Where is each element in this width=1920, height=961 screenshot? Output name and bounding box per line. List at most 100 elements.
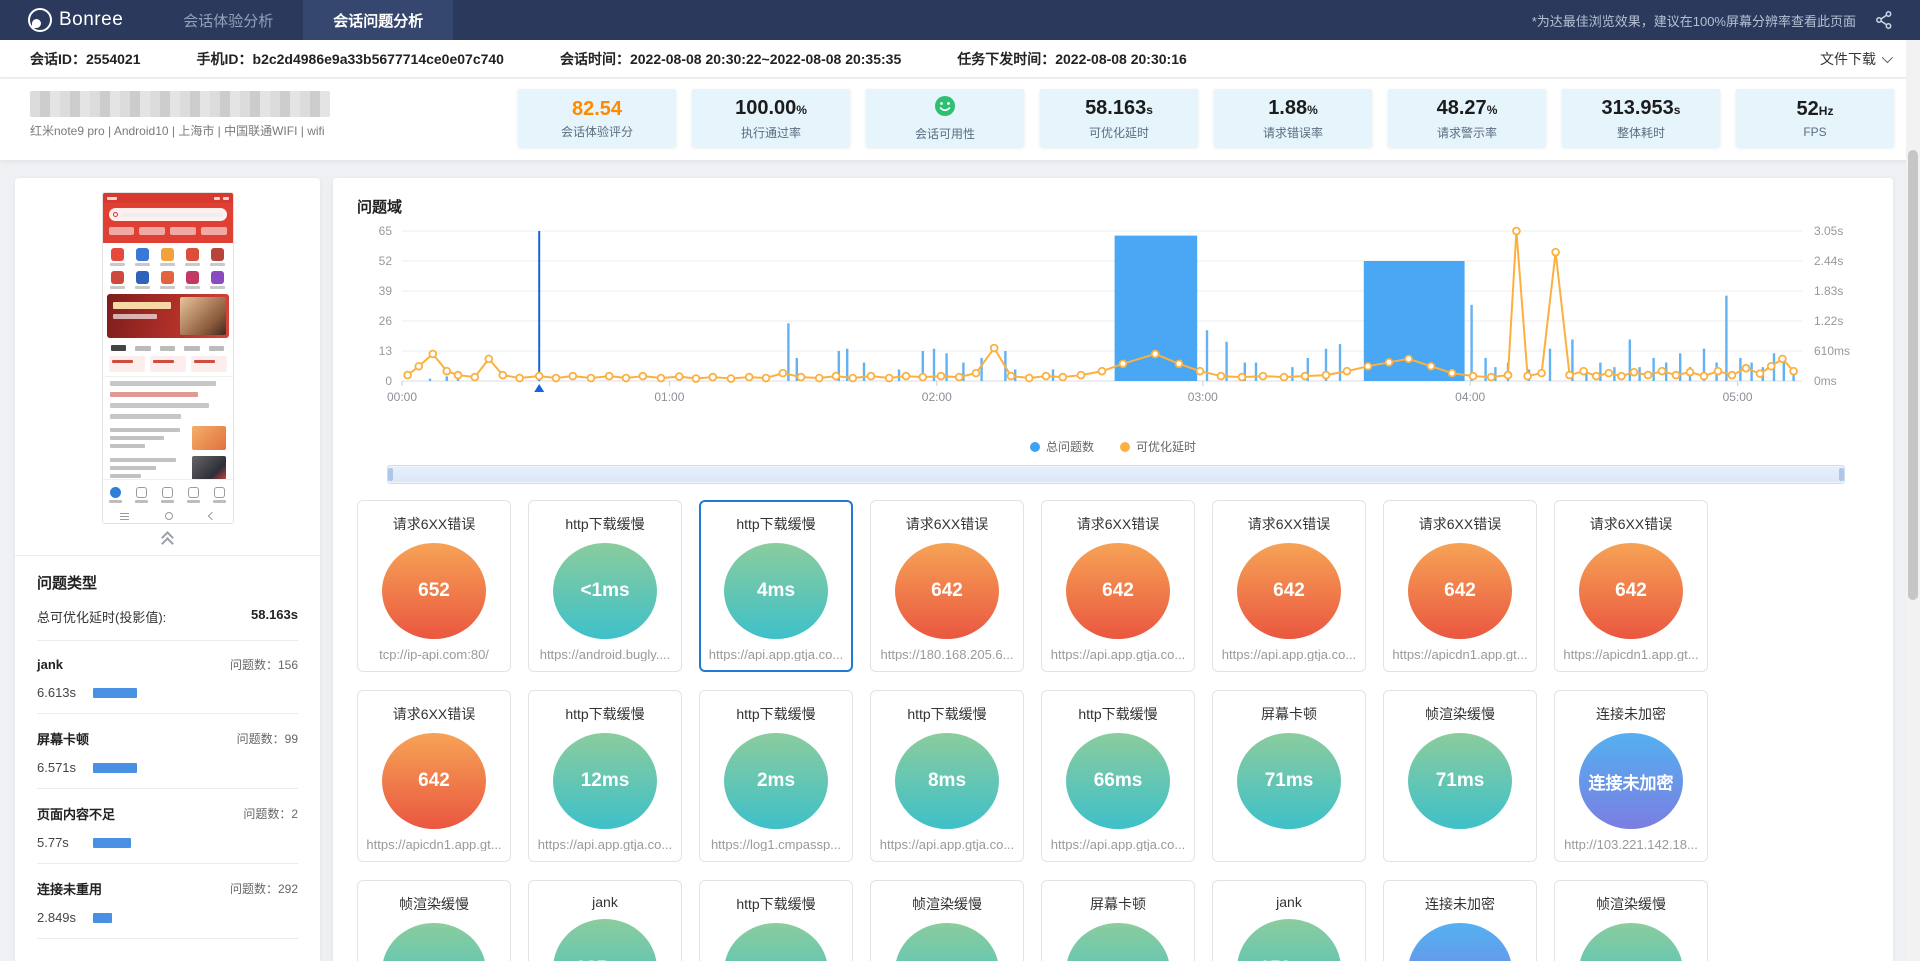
stat-card-请求错误率: 1.88%请求错误率 [1214,89,1372,147]
stat-value: 82.54 [572,97,622,121]
issue-card-value-circle: 2ms [724,733,828,829]
issue-card-请求6XX错误[interactable]: 请求6XX错误642https://api.app.gtja.co... [1041,500,1195,672]
issue-card-title: 请求6XX错误 [1077,514,1159,534]
issue-card-帧渲染缓慢[interactable]: 帧渲染缓慢71ms [1383,690,1537,862]
stat-label: 请求错误率 [1263,124,1323,141]
info-value: 2022-08-08 20:30:22~2022-08-08 20:35:35 [630,51,901,67]
stat-label: 可优化延时 [1089,124,1149,141]
stat-card-会话可用性: 会话可用性 [866,89,1024,147]
issue-card-屏幕卡顿[interactable]: 屏幕卡顿291ms [1041,880,1195,961]
issue-card-url: https://api.app.gtja.co... [538,837,672,851]
issue-card-title: 帧渲染缓慢 [912,894,982,914]
stat-label: 会话可用性 [915,125,975,142]
issue-card-title: 帧渲染缓慢 [1596,894,1666,914]
problem-domain-chart[interactable]: 00ms13610ms261.22s391.83s522.44s653.05s0… [357,223,1868,431]
issue-card-http下载缓慢[interactable]: http下载缓慢2mshttps://log1.cmpassp... [699,690,853,862]
issue-card-http下载缓慢[interactable]: http下载缓慢58ms [699,880,853,961]
file-download-label: 文件下载 [1820,49,1876,69]
scrollbar-thumb[interactable] [1908,150,1918,600]
issue-card-请求6XX错误[interactable]: 请求6XX错误642https://apicdn1.app.gt... [357,690,511,862]
issue-card-url: http://103.221.142.18... [1564,837,1698,851]
legend-label: 可优化延时 [1136,438,1196,455]
issue-card-jank[interactable]: jank185ms [528,880,682,961]
total-delay-value: 58.163s [251,607,298,626]
session-info-item: 任务下发时间：2022-08-08 20:30:16 [957,49,1187,69]
issue-card-url: https://api.app.gtja.co... [1051,837,1185,851]
issue-card-http下载缓慢[interactable]: http下载缓慢<1mshttps://android.bugly.... [528,500,682,672]
problem-types-title: 问题类型 [37,572,298,593]
chart-title: 问题域 [357,196,1869,217]
session-info-item: 手机ID：b2c2d4986e9a33b5677714ce0e07c740 [197,49,504,69]
issue-card-请求6XX错误[interactable]: 请求6XX错误652tcp://ip-api.com:80/ [357,500,511,672]
nav-tab-会话体验分析[interactable]: 会话体验分析 [153,0,303,40]
issue-card-url: https://api.app.gtja.co... [880,837,1014,851]
issue-card-url [1287,837,1291,851]
datazoom-right-handle[interactable] [1839,468,1844,481]
app-screen: Bonree 会话体验分析会话问题分析 *为达最佳浏览效果，建议在100%屏幕分… [0,0,1920,961]
problem-type-bar [93,838,131,848]
issue-card-http下载缓慢[interactable]: http下载缓慢12mshttps://api.app.gtja.co... [528,690,682,862]
svg-text:39: 39 [379,284,393,298]
issue-card-url: tcp://ip-api.com:80/ [379,647,489,661]
issue-card-帧渲染缓慢[interactable]: 帧渲染缓慢143ms [357,880,511,961]
issue-card-帧渲染缓慢[interactable]: 帧渲染缓慢111ms [870,880,1024,961]
issue-card-jank[interactable]: jank153ms [1212,880,1366,961]
datazoom-selection[interactable] [389,467,1843,482]
issue-card-http下载缓慢[interactable]: http下载缓慢4mshttps://api.app.gtja.co... [699,500,853,672]
nav-tab-会话问题分析[interactable]: 会话问题分析 [303,0,453,40]
info-label: 会话时间： [560,51,630,67]
issue-card-title: http下载缓慢 [736,704,815,724]
issue-card-url: https://android.bugly.... [540,647,671,661]
legend-item-可优化延时[interactable]: 可优化延时 [1120,438,1196,455]
chart-legend: 总问题数 可优化延时 [357,438,1869,455]
legend-item-总问题数[interactable]: 总问题数 [1030,438,1094,455]
issue-card-连接未加密[interactable]: 连接未加密连接未加密 [1383,880,1537,961]
device-name-masked [30,91,330,117]
bonree-logo-text: Bonree [59,9,123,31]
issue-card-请求6XX错误[interactable]: 请求6XX错误642https://apicdn1.app.gt... [1383,500,1537,672]
main-panel: 问题域 00ms13610ms261.22s391.83s522.44s653.… [333,178,1893,961]
datazoom-left-handle[interactable] [388,468,393,481]
problem-type-item-连接未重用[interactable]: 连接未重用问题数：2922.849s [37,864,298,939]
svg-text:00:00: 00:00 [387,390,417,404]
stat-card-可优化延时: 58.163s 可优化延时 [1040,89,1198,147]
issue-card-帧渲染缓慢[interactable]: 帧渲染缓慢 22ms [1554,880,1708,961]
issue-card-url: https://api.app.gtja.co... [1051,647,1185,661]
file-download-button[interactable]: 文件下载 [1820,49,1890,69]
total-delay-label: 总可优化延时(投影值): [37,607,166,626]
chart-datazoom-slider[interactable] [387,465,1845,484]
issue-card-value-circle: 22ms [1579,923,1683,961]
collapse-panel-button[interactable] [15,524,320,555]
stat-label: FPS [1803,125,1826,139]
issue-card-屏幕卡顿[interactable]: 屏幕卡顿71ms [1212,690,1366,862]
stat-value: 313.953s [1602,96,1681,122]
issue-card-title: 请求6XX错误 [1248,514,1330,534]
issue-card-value-circle: 642 [382,733,486,829]
legend-dot-icon [1030,442,1040,452]
problem-type-item-jank[interactable]: jank问题数：1566.613s [37,641,298,714]
issue-card-http下载缓慢[interactable]: http下载缓慢8mshttps://api.app.gtja.co... [870,690,1024,862]
stat-value: 52Hz [1797,97,1834,123]
problem-type-item-页面内容不足[interactable]: 页面内容不足问题数：25.77s [37,789,298,864]
legend-dot-icon [1120,442,1130,452]
stat-label: 执行通过率 [741,124,801,141]
phone-stock-row [103,354,233,377]
issue-card-请求6XX错误[interactable]: 请求6XX错误642https://180.168.205.6... [870,500,1024,672]
problem-type-item-屏幕卡顿[interactable]: 屏幕卡顿问题数：996.571s [37,714,298,789]
stat-value: 58.163s [1085,96,1153,122]
phone-app-header [103,203,233,243]
issue-card-value-circle: 185ms [553,919,657,961]
issue-card-http下载缓慢[interactable]: http下载缓慢66mshttps://api.app.gtja.co... [1041,690,1195,862]
phone-banner [107,294,229,338]
problem-type-count: 问题数：2 [243,805,298,822]
problem-type-name: 页面内容不足 [37,804,115,823]
problem-type-time: 6.571s [37,760,81,775]
issue-card-请求6XX错误[interactable]: 请求6XX错误642https://apicdn1.app.gt... [1554,500,1708,672]
phone-android-nav [103,509,233,523]
issue-card-value-circle: 12ms [553,733,657,829]
issue-card-value-circle: 642 [1579,543,1683,639]
issue-card-连接未加密[interactable]: 连接未加密连接未加密http://103.221.142.18... [1554,690,1708,862]
issue-card-请求6XX错误[interactable]: 请求6XX错误642https://api.app.gtja.co... [1212,500,1366,672]
share-icon[interactable] [1874,10,1894,30]
stat-cards: 82.54会话体验评分100.00%执行通过率会话可用性58.163s可优化延时… [518,89,1894,147]
